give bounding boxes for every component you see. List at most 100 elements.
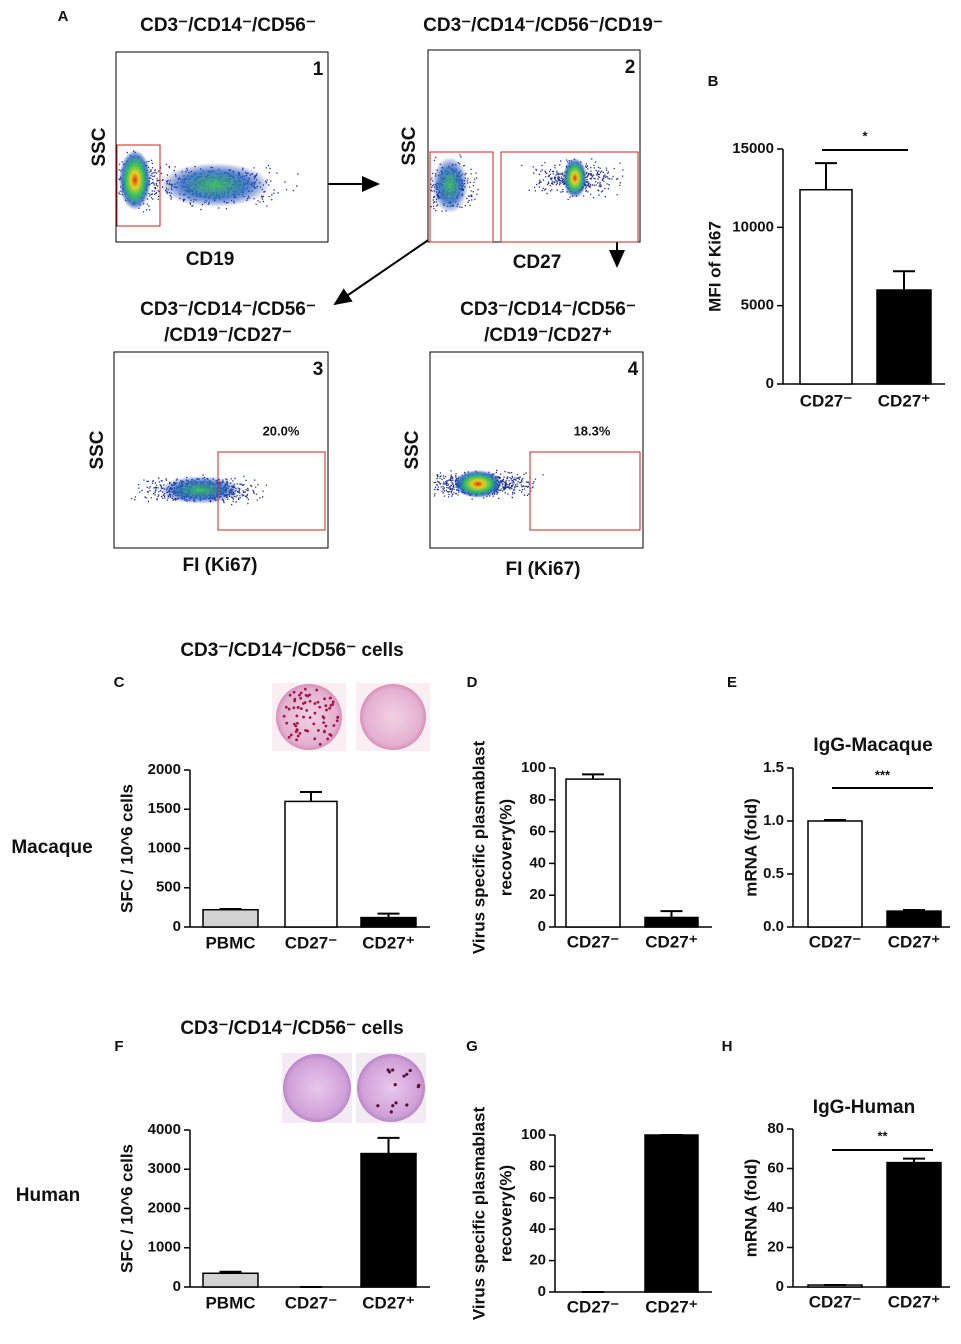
x-tick-label: CD27⁺ [878, 391, 930, 410]
spot [296, 705, 300, 709]
spot [306, 694, 310, 698]
spot [294, 730, 298, 734]
y-tick-label: 10000 [732, 218, 774, 235]
panel-label: B [708, 73, 719, 90]
density-core [119, 150, 151, 210]
bar [886, 910, 942, 928]
spot [408, 1068, 412, 1073]
gate [500, 151, 639, 243]
y-tick-label: 0 [776, 1278, 784, 1295]
y-tick-label: 2000 [148, 761, 181, 778]
x-axis-label: CD27 [513, 252, 562, 273]
spot [331, 700, 335, 704]
row-label: Macaque [11, 837, 92, 858]
spot [295, 738, 298, 742]
spot [289, 733, 293, 737]
bar [202, 1272, 259, 1288]
y-axis-label: Virus specific plasmablast [469, 1107, 488, 1321]
y-tick-label: 15000 [732, 140, 774, 157]
y-tick-label: 20 [529, 886, 546, 903]
error-bar [219, 907, 242, 910]
bar [644, 1134, 699, 1293]
spot [292, 690, 296, 694]
plot-frame [113, 351, 329, 549]
x-tick-label: CD27⁻ [567, 1297, 619, 1316]
spot [296, 721, 299, 725]
spot [325, 708, 328, 712]
bar [360, 916, 417, 928]
flow-title: CD3⁻/CD14⁻/CD56⁻ [140, 15, 316, 36]
flow-title: /CD19⁻/CD27⁻ [164, 325, 292, 346]
panel-label: F [114, 1038, 123, 1055]
flow-plot [429, 351, 644, 549]
y-tick-label: 20 [529, 1252, 546, 1269]
spot [324, 704, 328, 708]
gate-label: 20.0% [263, 423, 300, 438]
x-tick-label: CD27⁺ [362, 933, 414, 952]
plot-frame [429, 351, 644, 549]
y-axis-label: MFI of Ki67 [705, 221, 724, 312]
y-tick-label: 60 [767, 1159, 784, 1176]
x-axis-label: CD19 [186, 249, 235, 270]
y-axis-label: SSC [89, 127, 110, 166]
significance-label: *** [875, 767, 891, 782]
error-bar [815, 162, 837, 190]
y-axis-label: SFC / 10^6 cells [117, 784, 136, 913]
y-tick-label: 60 [529, 823, 546, 840]
significance-label: ** [877, 1128, 888, 1143]
spot [386, 1068, 390, 1072]
spot [391, 1068, 395, 1072]
density-core [432, 157, 468, 213]
x-tick-label: CD27⁺ [645, 1297, 697, 1316]
well [283, 1054, 351, 1122]
arrow [333, 231, 441, 306]
spot [299, 707, 303, 710]
spot [323, 697, 326, 701]
spot [308, 716, 312, 719]
y-tick-label: 100 [521, 759, 546, 776]
spot [326, 737, 330, 741]
y-tick-label: 40 [529, 1220, 546, 1237]
y-tick-label: 4000 [148, 1121, 181, 1138]
flow-plot [427, 49, 641, 243]
panel-label: G [466, 1038, 478, 1055]
error-bar [903, 909, 925, 912]
x-tick-label: CD27⁺ [888, 1292, 940, 1311]
spot [306, 729, 309, 733]
bar [644, 916, 699, 928]
panel-label: E [727, 674, 737, 691]
flow-plot [115, 51, 329, 243]
y-axis-label: mRNA (fold) [741, 798, 760, 897]
flow-number: 3 [313, 359, 324, 380]
bar [876, 289, 932, 385]
flow-title: CD3⁻/CD14⁻/CD56⁻ [460, 299, 636, 320]
spot [316, 700, 320, 704]
spot [329, 696, 332, 700]
y-axis-label: Virus specific plasmablast [469, 741, 488, 955]
spot [329, 733, 333, 737]
row-label: Human [16, 1185, 80, 1206]
spot [299, 691, 303, 695]
x-tick-label: CD27⁻ [285, 1293, 337, 1312]
bar [360, 1152, 417, 1288]
density-core [160, 476, 240, 504]
y-axis-label: recovery(%) [496, 799, 515, 896]
y-axis-label: mRNA (fold) [741, 1159, 760, 1258]
spot [393, 1083, 397, 1087]
error-bar [903, 1157, 925, 1163]
flow-title: CD3⁻/CD14⁻/CD56⁻/CD19⁻ [423, 15, 663, 36]
spot [302, 715, 305, 719]
spot [417, 1083, 421, 1087]
spot [294, 724, 298, 728]
y-tick-label: 1000 [148, 1239, 181, 1256]
gate [217, 451, 326, 531]
error-bar [582, 773, 604, 780]
y-tick-label: 3000 [148, 1160, 181, 1177]
y-axis-label: SSC [399, 126, 420, 165]
bar [807, 820, 863, 928]
x-tick-label: CD27⁺ [888, 932, 940, 951]
x-tick-label: PBMC [205, 1293, 255, 1312]
chart-title: IgG-Macaque [813, 735, 932, 756]
y-tick-label: 500 [156, 879, 181, 896]
error-bar [300, 790, 322, 802]
